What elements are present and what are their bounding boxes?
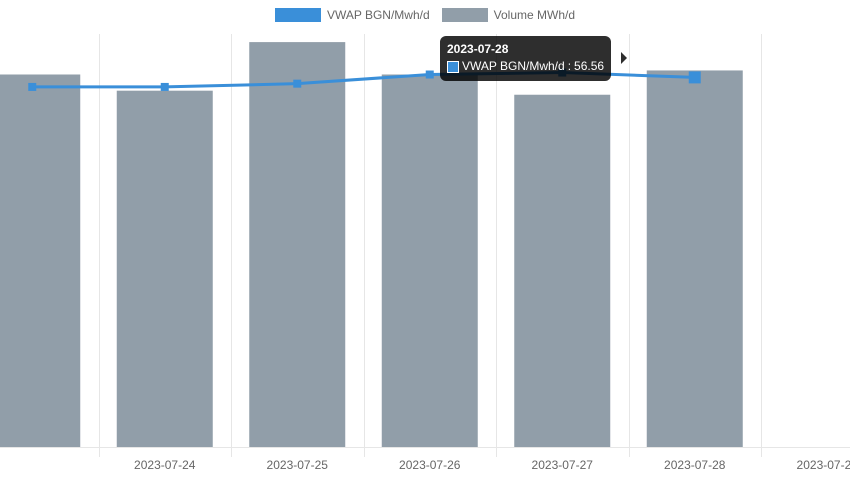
- tooltip-caret: [621, 52, 627, 64]
- legend-item-volume[interactable]: Volume MWh/d: [441, 8, 576, 22]
- tooltip: 2023-07-28 VWAP BGN/Mwh/d: 56.56: [440, 36, 612, 81]
- x-tick-label: 2023-07-28: [664, 458, 726, 472]
- bar-volume-2023-07-23[interactable]: [0, 74, 81, 447]
- legend-swatch-volume: [441, 8, 488, 22]
- x-tick-label: 2023-07-29: [797, 458, 850, 472]
- tooltip-title: 2023-07-28: [447, 42, 509, 56]
- x-tick-label: 2023-07-26: [399, 458, 461, 472]
- x-axis-tick-labels: 2023-07-24 2023-07-25 2023-07-26 2023-07-27…: [134, 458, 850, 472]
- point-vwap-2023-07-24[interactable]: [160, 82, 169, 91]
- bar-volume-2023-07-24[interactable]: [116, 90, 213, 447]
- tooltip-value: 56.56: [574, 59, 605, 73]
- x-tick-label: 2023-07-24: [134, 458, 196, 472]
- legend-swatch-vwap: [274, 8, 321, 22]
- point-vwap-2023-07-28[interactable]: [688, 71, 701, 84]
- legend: VWAP BGN/Mwh/d Volume MWh/d: [0, 8, 850, 22]
- legend-label-volume: Volume MWh/d: [493, 8, 576, 22]
- bar-volume-2023-07-26[interactable]: [381, 74, 478, 447]
- tooltip-swatch: [447, 60, 459, 73]
- x-tick-label: 2023-07-27: [532, 458, 594, 472]
- legend-label-vwap: VWAP BGN/Mwh/d: [326, 8, 430, 22]
- x-tick-label: 2023-07-25: [267, 458, 329, 472]
- bar-volume-2023-07-27[interactable]: [514, 94, 611, 447]
- grid-lines: [0, 34, 850, 457]
- legend-item-vwap[interactable]: VWAP BGN/Mwh/d: [274, 8, 430, 22]
- bar-volume-2023-07-28[interactable]: [646, 70, 743, 448]
- tooltip-series-label: VWAP BGN/Mwh/d: [462, 59, 565, 73]
- bar-volume-2023-07-25[interactable]: [249, 42, 346, 448]
- point-vwap-2023-07-26[interactable]: [425, 70, 434, 79]
- point-vwap-2023-07-25[interactable]: [293, 79, 302, 88]
- tooltip-row: VWAP BGN/Mwh/d: 56.56: [447, 58, 604, 75]
- volume-bars: [0, 42, 743, 448]
- point-vwap-2023-07-23[interactable]: [28, 82, 37, 91]
